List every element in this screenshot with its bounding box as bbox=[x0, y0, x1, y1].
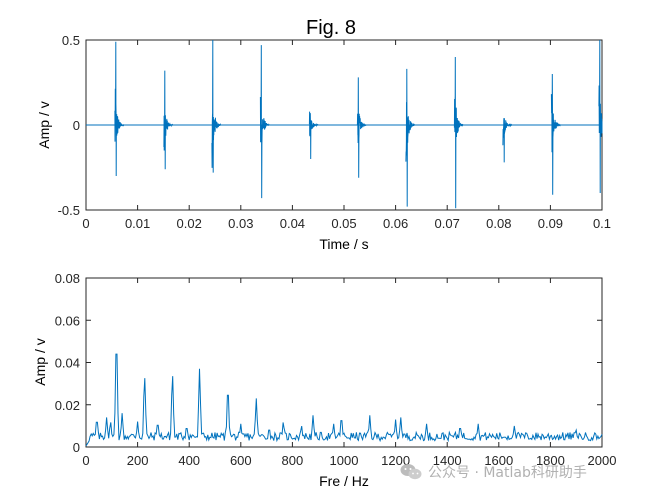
x-tick-label: 1200 bbox=[381, 453, 410, 468]
y-tick-label: 0.08 bbox=[55, 271, 80, 286]
x-tick-label: 0.04 bbox=[280, 216, 305, 231]
figure-title: Fig. 8 bbox=[306, 17, 356, 39]
wechat-icon bbox=[400, 464, 422, 480]
x-tick-label: 0.06 bbox=[383, 216, 408, 231]
signal-burst bbox=[502, 117, 513, 163]
x-tick-label: 1800 bbox=[536, 453, 565, 468]
x-tick-label: 0.05 bbox=[331, 216, 356, 231]
x-tick-label: 1400 bbox=[433, 453, 462, 468]
y-tick-label: -0.5 bbox=[58, 203, 80, 218]
x-tick-label: 0.09 bbox=[538, 216, 563, 231]
time-y-label: Amp / v bbox=[36, 101, 52, 148]
x-tick-label: 1000 bbox=[330, 453, 359, 468]
spectrum-line bbox=[85, 353, 603, 447]
signal-burst bbox=[259, 45, 270, 199]
x-tick-label: 200 bbox=[127, 453, 149, 468]
time-domain-plot: 0 0.01 0.02 0.03 0.04 0.05 0.06 0.07 0.08 0.09 0.1… bbox=[36, 33, 611, 252]
y-tick-label: 0.02 bbox=[55, 398, 80, 413]
signal-burst bbox=[163, 70, 173, 170]
time-signal-series bbox=[86, 39, 603, 209]
x-tick-label: 0.03 bbox=[228, 216, 253, 231]
signal-burst bbox=[405, 68, 416, 207]
frequency-domain-plot: 0 200 400 600 800 1000 1200 1400 1600 1800 2000 00… bbox=[32, 271, 616, 489]
x-tick-label: 0.01 bbox=[125, 216, 150, 231]
y-tick-label: 0.04 bbox=[55, 356, 80, 371]
x-tick-label: 0.07 bbox=[435, 216, 460, 231]
x-tick-label: 0.1 bbox=[593, 216, 611, 231]
signal-burst bbox=[211, 39, 222, 173]
x-tick-label: 1600 bbox=[484, 453, 513, 468]
frequency-spectrum-series bbox=[85, 353, 603, 447]
x-tick-label: 0 bbox=[82, 453, 89, 468]
x-tick-label: 600 bbox=[230, 453, 252, 468]
x-tick-label: 800 bbox=[282, 453, 304, 468]
signal-burst bbox=[598, 39, 603, 194]
signal-burst bbox=[356, 77, 367, 178]
time-x-ticks: 0 0.01 0.02 0.03 0.04 0.05 0.06 0.07 0.08 0.09 0.1 bbox=[82, 40, 611, 231]
freq-x-ticks: 0 200 400 600 800 1000 1200 1400 1600 1800 2000 bbox=[82, 278, 616, 468]
watermark-text: 公众号 · Matlab科研助手 bbox=[428, 465, 587, 481]
x-tick-label: 0.08 bbox=[486, 216, 511, 231]
time-x-label: Time / s bbox=[319, 236, 368, 252]
x-tick-label: 0 bbox=[82, 216, 89, 231]
x-tick-label: 0.02 bbox=[177, 216, 202, 231]
signal-burst bbox=[308, 111, 319, 160]
y-tick-label: 0 bbox=[73, 440, 80, 455]
freq-y-ticks: 0 0.02 0.04 0.06 0.08 bbox=[55, 271, 602, 455]
watermark: 公众号 · Matlab科研助手 bbox=[400, 460, 587, 484]
y-tick-label: 0 bbox=[73, 118, 80, 133]
x-tick-label: 400 bbox=[178, 453, 200, 468]
signal-burst bbox=[114, 41, 125, 177]
x-tick-label: 2000 bbox=[588, 453, 617, 468]
y-tick-label: 0.5 bbox=[62, 33, 80, 48]
freq-x-label: Fre / Hz bbox=[319, 473, 369, 489]
y-tick-label: 0.06 bbox=[55, 313, 80, 328]
signal-burst bbox=[550, 73, 561, 195]
freq-plot-frame bbox=[85, 277, 603, 448]
signal-burst bbox=[453, 56, 464, 209]
freq-y-label: Amp / v bbox=[32, 338, 48, 385]
